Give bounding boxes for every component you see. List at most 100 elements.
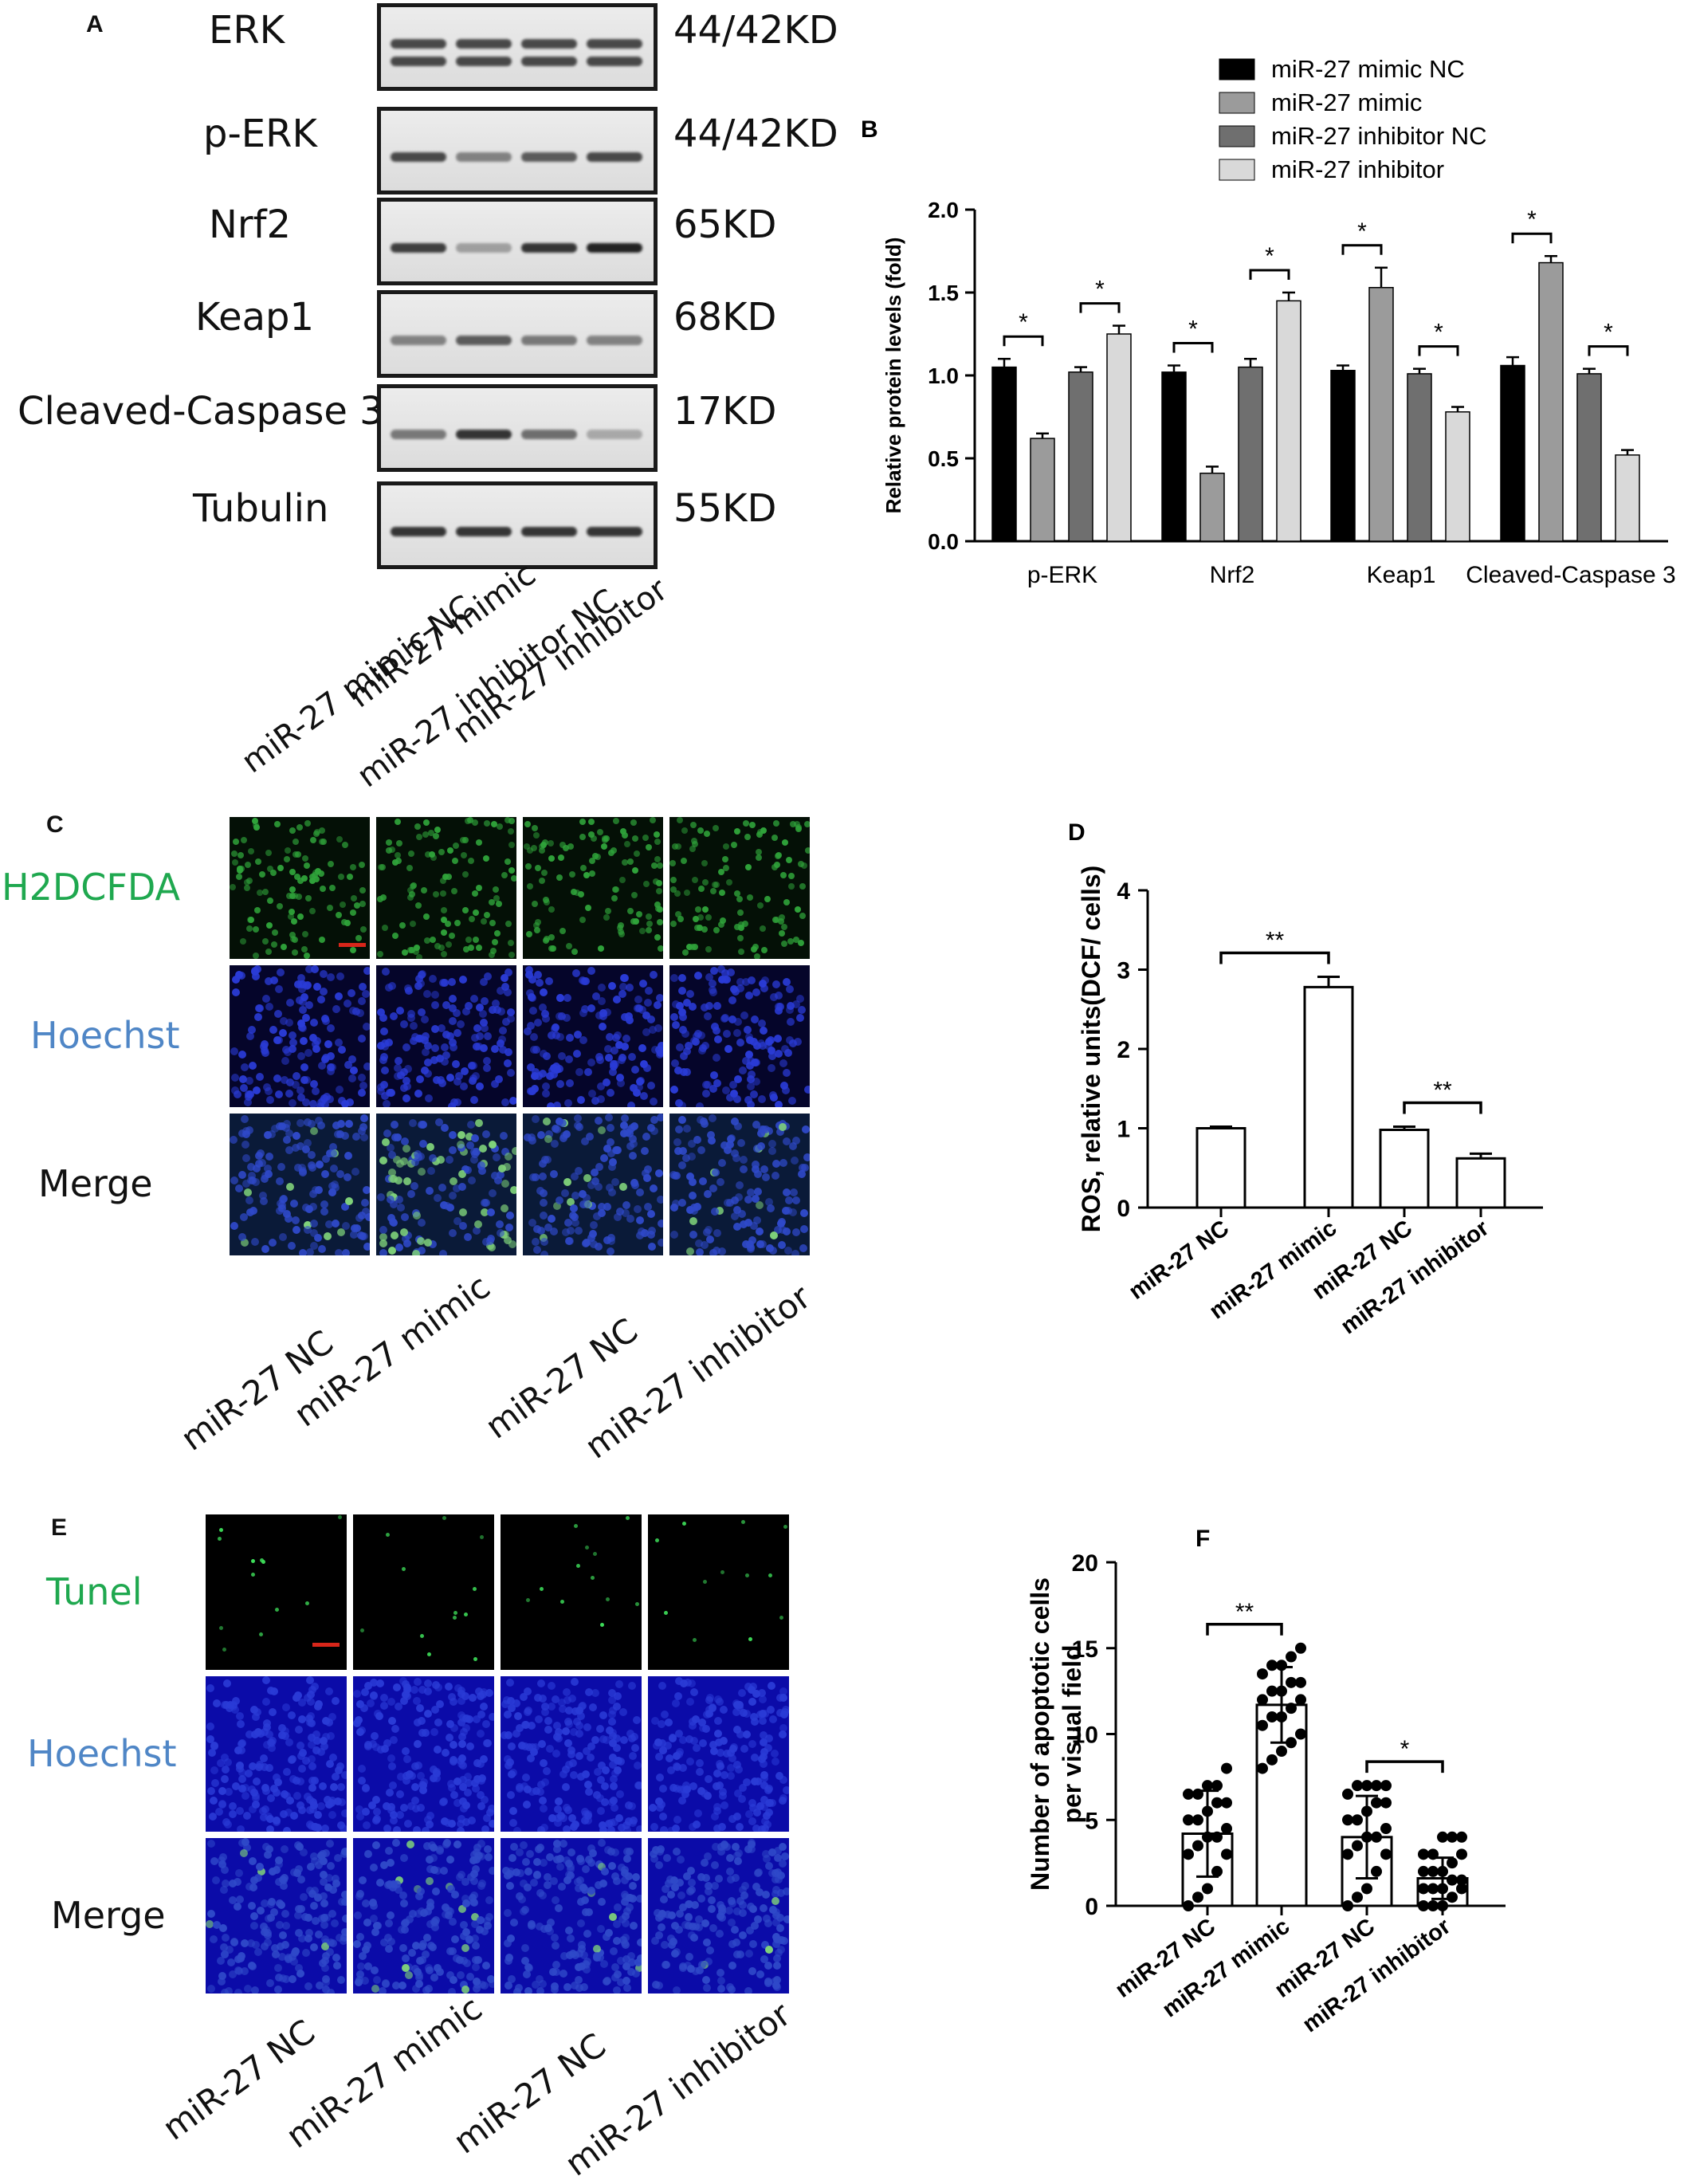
cell-dot — [423, 1041, 432, 1050]
cell-dot — [471, 1935, 480, 1943]
cell-dot — [257, 1906, 265, 1915]
cell-dot — [325, 1095, 334, 1104]
cell-dot — [647, 1209, 656, 1218]
cell-dot — [303, 862, 310, 869]
cell-dot — [684, 1042, 693, 1051]
cell-dot — [650, 1855, 659, 1864]
cell-dot — [643, 1202, 652, 1211]
cell-dot — [446, 1733, 454, 1742]
cell-dot — [732, 1707, 740, 1716]
significance-label: * — [1604, 320, 1613, 346]
cell-dot — [760, 984, 769, 993]
cell-dot — [555, 1118, 563, 1126]
cell-dot — [530, 1071, 539, 1080]
cell-dot — [506, 1014, 515, 1023]
cell-dot — [411, 1783, 420, 1792]
cell-dot — [764, 1041, 773, 1050]
cell-dot — [282, 1120, 291, 1129]
cell-dot — [495, 1074, 504, 1083]
cell-dot — [554, 1904, 563, 1913]
cell-dot — [315, 1861, 324, 1870]
cell-dot — [489, 948, 497, 955]
cell-dot — [282, 1209, 291, 1218]
cell-dot — [734, 1857, 743, 1865]
cell-dot — [679, 1025, 688, 1034]
cell-dot — [619, 1121, 628, 1129]
cell-dot — [412, 1985, 421, 1993]
cell-dot — [308, 1754, 316, 1763]
cell-dot — [275, 1973, 284, 1982]
cell-dot — [803, 1085, 810, 1094]
cell-dot — [574, 1975, 583, 1984]
cell-dot — [323, 1092, 332, 1101]
cell-dot — [441, 929, 448, 936]
cell-dot — [289, 1868, 298, 1876]
cell-dot — [435, 1118, 444, 1126]
data-point — [1342, 1848, 1353, 1860]
cell-dot — [588, 1849, 597, 1858]
cell-dot — [460, 1082, 469, 1090]
data-point — [1342, 1788, 1353, 1800]
cell-dot — [608, 1718, 617, 1726]
cell-dot — [328, 1909, 336, 1918]
cell-dot — [732, 1699, 741, 1707]
cell-dot — [417, 1247, 426, 1255]
cell-dot — [387, 1247, 396, 1255]
cell-dot — [760, 1795, 769, 1804]
cell-dot — [225, 1986, 234, 1993]
cell-dot — [231, 1706, 239, 1715]
cell-dot — [617, 924, 624, 931]
cell-dot — [308, 1762, 316, 1770]
cell-dot — [364, 1850, 373, 1859]
cell-dot — [294, 1865, 303, 1874]
cell-dot — [603, 1144, 612, 1153]
cell-dot — [459, 1727, 468, 1736]
cell-dot — [308, 1776, 317, 1785]
cell-dot — [453, 1840, 461, 1848]
significance-bracket — [1365, 1760, 1444, 1774]
cell-dot — [325, 1874, 333, 1883]
cell-dot — [543, 1880, 552, 1889]
cell-dot — [730, 984, 739, 993]
cell-dot — [684, 1913, 693, 1922]
cell-dot — [462, 1958, 471, 1967]
cell-dot — [232, 975, 241, 984]
cell-dot — [500, 973, 508, 982]
cell-dot — [772, 1159, 781, 1168]
cell-dot — [387, 1698, 395, 1707]
cell-dot — [774, 1225, 782, 1234]
cell-dot — [710, 1071, 719, 1080]
cell-dot — [236, 1712, 245, 1721]
cell-dot — [476, 1730, 485, 1738]
cell-dot — [509, 1768, 518, 1777]
data-point — [1286, 1651, 1297, 1663]
cell-dot — [440, 890, 447, 898]
cell-dot — [492, 1000, 501, 1008]
cell-dot — [586, 1753, 595, 1762]
cell-dot — [538, 1069, 547, 1078]
cell-dot — [708, 979, 716, 988]
cell-dot — [733, 1851, 742, 1860]
cell-dot — [559, 842, 567, 849]
cell-dot — [544, 898, 551, 905]
data-point — [1183, 1814, 1194, 1826]
y-tick-label: 5 — [1085, 1808, 1098, 1834]
cell-dot — [781, 1707, 789, 1716]
cell-dot — [526, 1063, 535, 1071]
cell-dot — [431, 1025, 440, 1034]
cell-dot — [736, 977, 745, 986]
cell-dot — [346, 1098, 355, 1106]
legend-swatch — [1219, 125, 1255, 147]
cell-dot — [415, 974, 424, 983]
cell-dot — [240, 1084, 249, 1093]
cell-dot — [799, 913, 806, 920]
significance-bracket — [1418, 345, 1459, 356]
cell-dot — [705, 1001, 713, 1010]
cell-dot — [536, 1781, 545, 1789]
cell-dot — [470, 1147, 479, 1156]
cell-dot — [672, 1699, 681, 1707]
cell-dot — [676, 1879, 685, 1887]
cell-dot — [717, 1847, 726, 1856]
cell-dot — [759, 1026, 768, 1035]
cell-dot — [481, 1795, 489, 1804]
